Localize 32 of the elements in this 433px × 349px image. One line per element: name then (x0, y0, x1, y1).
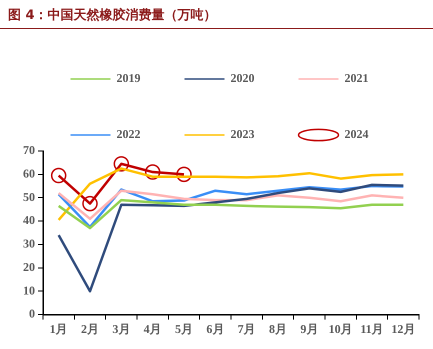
x-tick-label: 10月 (328, 322, 353, 336)
legend-label: 2022 (116, 127, 140, 142)
x-tick-label: 3月 (112, 322, 130, 336)
legend-label: 2020 (230, 71, 254, 86)
y-tick-label: 60 (23, 166, 35, 180)
legend-label: 2024 (344, 127, 368, 142)
y-tick-label: 40 (23, 213, 35, 228)
x-tick-label: 5月 (175, 322, 193, 336)
legend-label: 2023 (230, 127, 254, 142)
y-tick-label: 30 (23, 236, 35, 251)
x-tick-label: 1月 (50, 322, 68, 336)
x-tick-label: 12月 (391, 322, 416, 336)
point (114, 156, 130, 172)
legend-label: 2019 (116, 71, 140, 86)
x-tick-label: 6月 (206, 322, 224, 336)
x-tick-label: 7月 (238, 322, 256, 336)
legend-label: 2021 (344, 71, 368, 86)
y-tick-label: 0 (29, 306, 35, 321)
y-tick-label: 70 (23, 143, 35, 158)
x-tick-label: 9月 (300, 322, 318, 336)
x-tick-label: 8月 (269, 322, 287, 336)
x-tick-label: 2月 (81, 322, 99, 336)
point (144, 164, 160, 180)
point (82, 196, 98, 212)
point (176, 166, 192, 182)
y-tick-label: 50 (23, 190, 35, 204)
x-tick-label: 11月 (360, 322, 384, 336)
chart-title: 图 4：中国天然橡胶消费量（万吨） (0, 0, 433, 29)
x-tick-label: 4月 (144, 322, 162, 336)
point (50, 168, 66, 184)
y-tick-label: 10 (23, 283, 35, 298)
y-tick-label: 20 (23, 260, 35, 274)
